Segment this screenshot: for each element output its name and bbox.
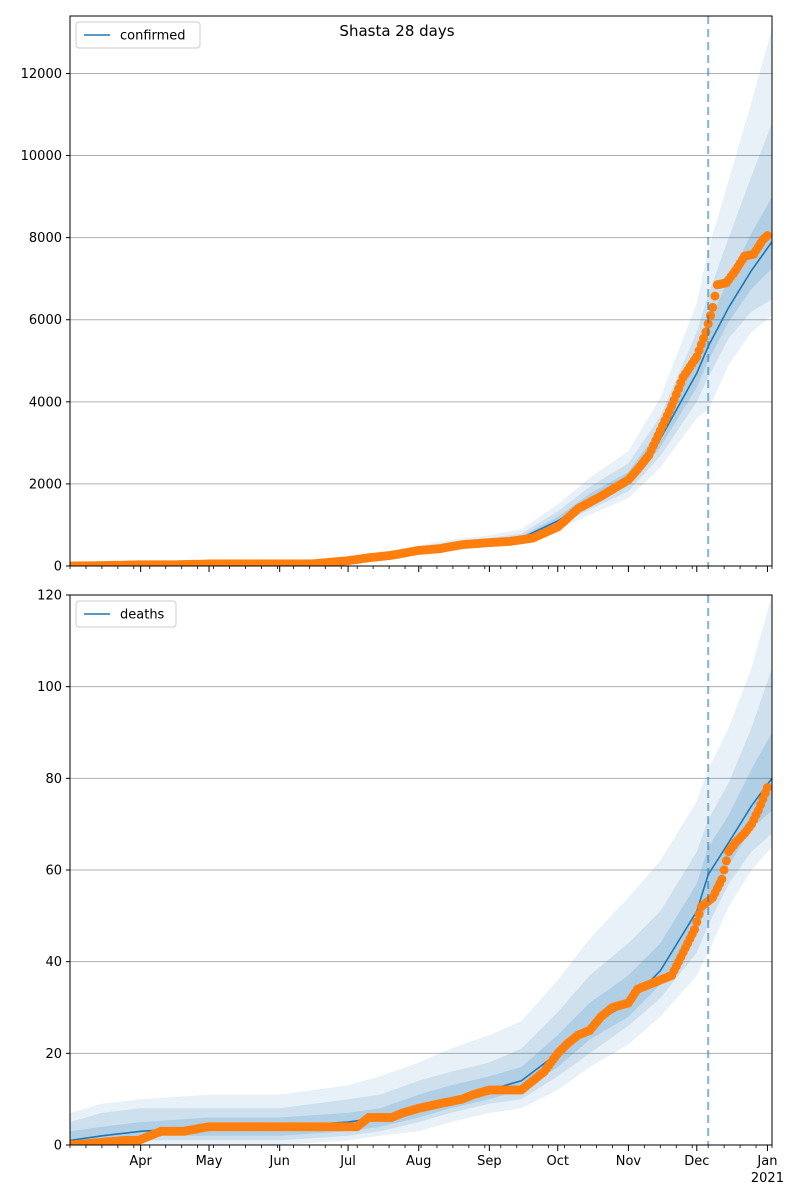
y-tick-label: 2000	[29, 477, 62, 492]
observed-point	[719, 865, 729, 875]
x-tick-label: Nov	[616, 1154, 642, 1169]
observed-point	[703, 319, 713, 329]
plot-area	[70, 595, 772, 1145]
x-tick-year-label: 2021	[751, 1171, 784, 1186]
y-tick-label: 12000	[21, 67, 62, 82]
observed-points	[70, 231, 772, 566]
y-tick-label: 8000	[29, 231, 62, 246]
x-tick-label: Oct	[547, 1154, 569, 1169]
figure-title: Shasta 28 days	[339, 22, 454, 40]
y-tick-label: 80	[45, 772, 62, 787]
observed-point	[708, 302, 718, 312]
band-95pct	[70, 28, 772, 566]
x-tick-label: Jan	[756, 1154, 777, 1169]
x-tick-label: Dec	[684, 1154, 709, 1169]
confirmed-panel: 0 2000 4000 6000 8000 10000 12000 confirmed	[21, 15, 773, 575]
x-tick-label: Aug	[406, 1154, 431, 1169]
x-tick-label: Jul	[339, 1154, 356, 1169]
x-tick-label: Jun	[269, 1154, 290, 1169]
legend-label: deaths	[120, 608, 165, 623]
deaths-panel: 0 20 40 60 80 100 120 Apr May Jun Jul Aug Sep Oct Nov D…	[37, 589, 784, 1187]
legend-box	[75, 600, 177, 628]
observed-point	[694, 909, 704, 919]
legend-label: confirmed	[120, 29, 186, 44]
y-tick-label: 0	[54, 1139, 62, 1154]
y-tick-label: 60	[45, 864, 62, 879]
band-80pct	[70, 122, 772, 566]
observed-point	[762, 783, 772, 792]
observed-point	[710, 291, 720, 301]
y-tick-label: 6000	[29, 313, 62, 328]
y-tick-label: 10000	[21, 149, 62, 164]
y-tick-label: 20	[45, 1047, 62, 1062]
deaths-legend: deaths	[75, 600, 177, 628]
y-tick-label: 120	[37, 589, 62, 604]
observed-point	[762, 231, 772, 241]
confirmed-legend: confirmed	[75, 21, 201, 49]
observed-point	[717, 874, 727, 884]
x-tick-label: May	[196, 1154, 223, 1169]
observed-point	[692, 917, 702, 927]
band-95pct	[70, 595, 772, 1145]
observed-point	[721, 856, 731, 866]
y-tick-label: 100	[37, 680, 62, 695]
x-tick-label: Apr	[129, 1154, 152, 1169]
plot-area	[70, 28, 772, 566]
y-tick-label: 0	[54, 560, 62, 575]
legend-box	[75, 21, 201, 49]
y-tick-label: 4000	[29, 395, 62, 410]
x-tick-label: Sep	[477, 1154, 502, 1169]
y-tick-label: 40	[45, 955, 62, 970]
observed-point	[690, 925, 699, 935]
observed-points	[70, 783, 772, 1145]
